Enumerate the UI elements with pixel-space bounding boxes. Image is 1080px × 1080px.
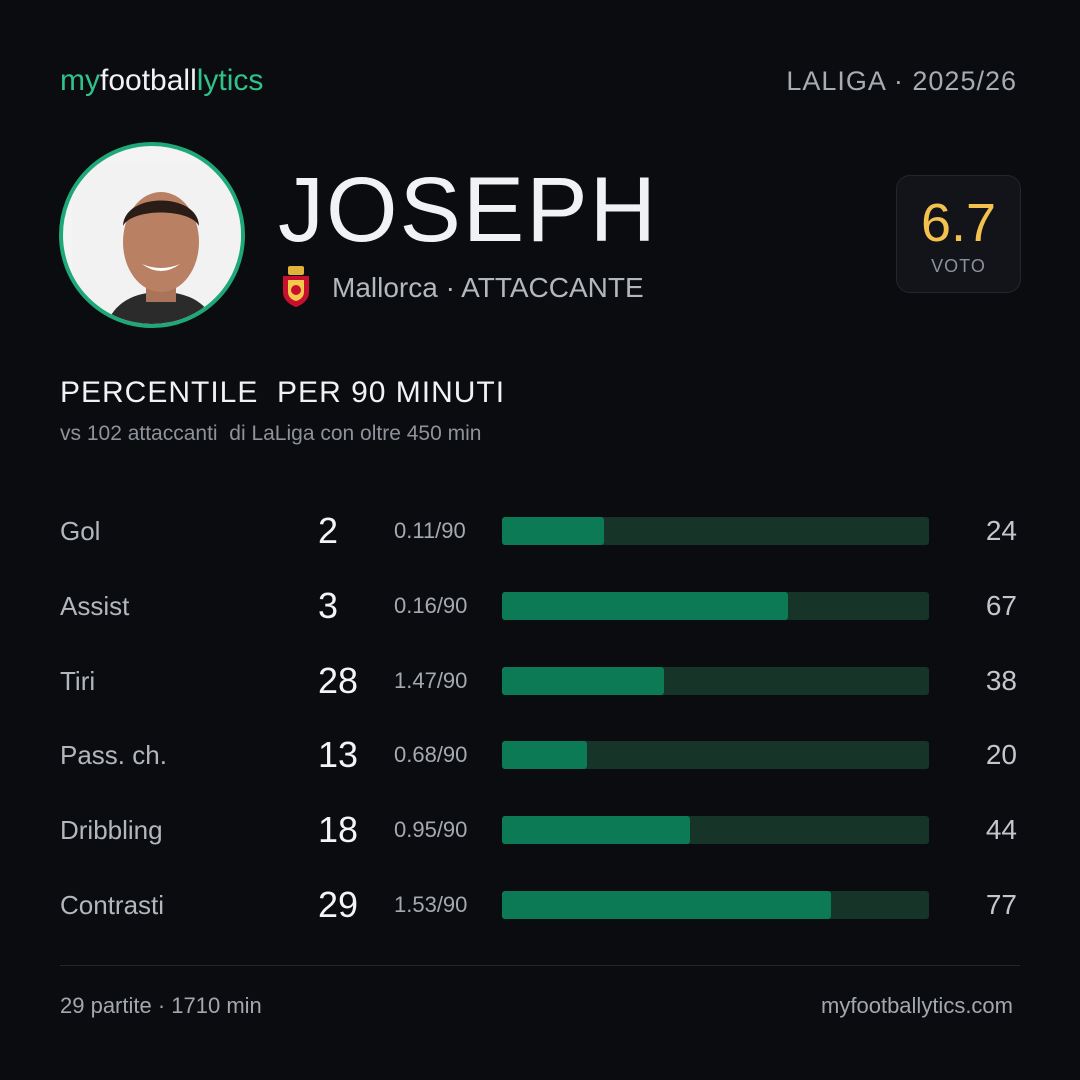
section-subtitle: vs 102 attaccanti di LaLiga con oltre 45…: [60, 422, 482, 445]
percentile-bar: [502, 666, 665, 695]
player-photo: [59, 142, 245, 328]
rating-value: 6.7: [920, 193, 997, 253]
footer-right: myfootballytics.com: [821, 993, 1013, 1018]
league: LALIGA · 2025/26: [786, 66, 1017, 96]
bar-track: [502, 517, 929, 545]
club-role: Mallorca · ATTACCANTE: [332, 272, 644, 303]
stat-per90: 0.11/90: [394, 518, 466, 543]
bar-track: [502, 741, 929, 770]
stat-total: 18: [318, 809, 359, 851]
stat-per90: 1.53/90: [394, 892, 468, 917]
footer-left: 29 partite · 1710 min: [60, 993, 262, 1018]
stat-label: Pass. ch.: [60, 740, 167, 771]
percentile-bar: [502, 591, 789, 620]
stat-label: Tiri: [60, 665, 96, 696]
club-crest: [283, 266, 309, 307]
stat-percentile: 38: [985, 664, 1017, 696]
brand-part: my: [60, 64, 100, 97]
divider: [60, 965, 1020, 966]
stat-total: 13: [318, 734, 359, 776]
stat-percentile: 44: [985, 814, 1017, 846]
percentile-bar: [502, 741, 588, 770]
bar-track: [502, 591, 929, 620]
percentile-bar: [502, 816, 690, 845]
stat-per90: 0.95/90: [394, 817, 468, 843]
stat-total: 3: [318, 584, 339, 626]
rating-box: 6.7 VOTO: [896, 175, 1021, 293]
section-title: PERCENTILE PER 90 MINUTI: [60, 376, 506, 409]
stat-label: Gol: [60, 516, 101, 546]
stat-percentile: 67: [985, 589, 1017, 621]
bar-track: [502, 666, 929, 695]
photo-art: [71, 164, 241, 324]
stat-per90: 1.47/90: [394, 667, 468, 693]
stat-label: Contrasti: [60, 890, 165, 920]
brand: myfootballlytics: [60, 64, 263, 98]
stat-percentile: 20: [985, 739, 1017, 771]
percentile-bar: [502, 517, 605, 545]
bar-track: [502, 891, 929, 919]
bar-track: [502, 816, 929, 845]
stat-total: 28: [318, 659, 359, 701]
brand-part: football: [100, 64, 197, 97]
stat-percentile: 24: [985, 515, 1017, 546]
stat-label: Dribbling: [60, 815, 163, 846]
stat-percentile: 77: [985, 889, 1017, 920]
brand-part: lytics: [196, 64, 264, 97]
stat-per90: 0.16/90: [394, 592, 468, 618]
stat-label: Assist: [60, 590, 130, 621]
rating-label: VOTO: [931, 256, 986, 276]
player-name: JOSEPH: [278, 159, 659, 261]
percentile-bar: [502, 891, 831, 919]
stat-total: 29: [318, 884, 359, 925]
stat-per90: 0.68/90: [394, 742, 468, 768]
stat-total: 2: [318, 510, 339, 551]
